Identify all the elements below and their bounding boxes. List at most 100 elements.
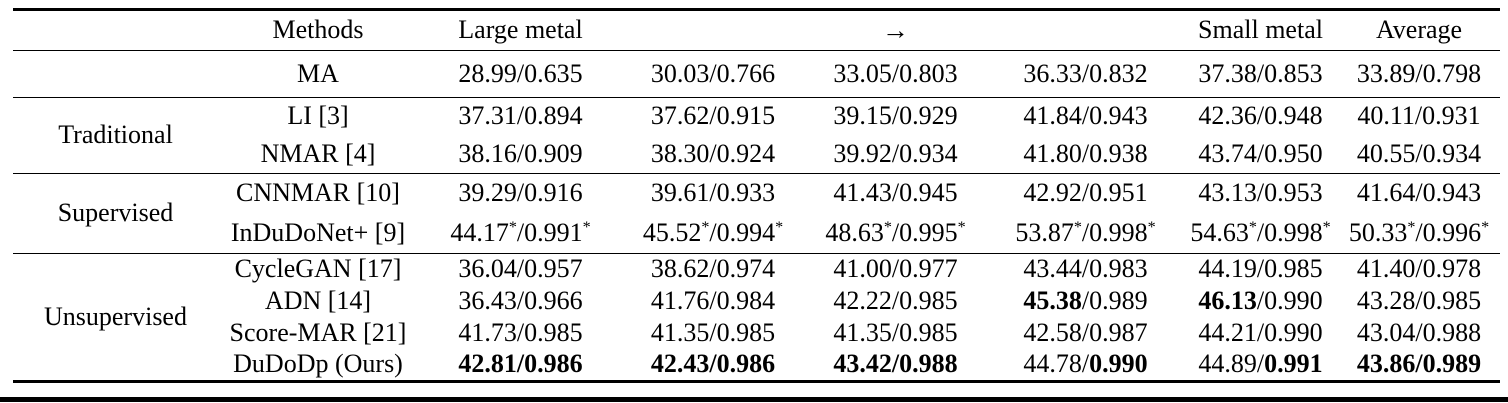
value-cell: 40.11/0.931 [1338, 98, 1500, 136]
ssim-value: 0.994* [716, 217, 784, 247]
psnr-value: 41.64 [1356, 178, 1416, 208]
method-cell: CNNMAR [10] [236, 178, 400, 208]
value-separator: / [891, 349, 900, 379]
value-cell: 33.05/0.803 [803, 51, 988, 98]
value-cell: 37.62/0.915 [623, 98, 803, 136]
value-separator: / [891, 318, 900, 348]
psnr-value: 43.42 [833, 349, 892, 379]
ssim-value: 0.948 [1264, 101, 1323, 131]
header-blank-1 [623, 10, 803, 51]
ssim-value: 0.978 [1422, 254, 1482, 284]
section-traditional: Traditional LI [3] 37.31/0.894 37.62/0.915 3… [13, 97, 1500, 174]
psnr-value: 41.73 [458, 318, 517, 348]
value-cell: 40.55/0.934 [1338, 136, 1500, 174]
category-cell: Supervised [57, 198, 174, 228]
psnr-value: 43.28 [1356, 286, 1416, 316]
value-cell: 36.04/0.957 [418, 254, 623, 286]
results-table: Methods Large metal → Small metal Averag… [13, 8, 1500, 383]
ssim-value: 0.931 [1422, 101, 1481, 131]
value-separator: / [709, 101, 717, 131]
value-separator: / [1081, 178, 1090, 208]
value-cell: 41.84/0.943 [988, 98, 1183, 136]
ssim-value: 0.977 [899, 254, 958, 284]
method-cell: NMAR [4] [260, 138, 376, 168]
value-separator: / [1081, 138, 1090, 168]
value-separator: / [1415, 254, 1423, 284]
psnr-value: 40.11 [1357, 101, 1415, 131]
value-separator: / [1415, 138, 1423, 168]
ssim-value: 0.998* [1264, 217, 1331, 247]
ssim-value: 0.985 [899, 318, 958, 348]
psnr-value: 40.55 [1356, 138, 1416, 168]
value-cell: 28.99/0.635 [418, 51, 623, 98]
psnr-value: 33.89 [1356, 58, 1416, 88]
value-separator: / [516, 349, 525, 379]
value-cell: 41.80/0.938 [988, 136, 1183, 174]
ssim-value: 0.985 [716, 318, 776, 348]
value-cell: 41.35/0.985 [803, 318, 988, 350]
value-cell: 46.13/0.990 [1183, 286, 1338, 318]
value-cell: 41.35/0.985 [623, 318, 803, 350]
ssim-value: 0.929 [899, 101, 958, 131]
header-metal-size-arrow: → [803, 10, 988, 51]
value-separator: / [516, 217, 525, 247]
psnr-value: 43.04 [1356, 318, 1416, 348]
table-row: ADN [14] 36.43/0.966 41.76/0.984 42.22/0.98… [13, 286, 1500, 318]
ssim-value: 0.909 [524, 138, 583, 168]
value-separator: / [891, 217, 900, 247]
psnr-value: 53.87* [1015, 217, 1082, 247]
value-separator: / [1256, 138, 1265, 168]
value-separator: / [1256, 254, 1265, 284]
value-separator: / [1081, 217, 1090, 247]
value-separator: / [1256, 101, 1265, 131]
header-row: Methods Large metal → Small metal Averag… [13, 10, 1500, 51]
psnr-value: 50.33* [1348, 217, 1416, 247]
ssim-value: 0.996* [1422, 217, 1490, 247]
psnr-value: 54.63* [1190, 217, 1257, 247]
value-separator: / [891, 138, 900, 168]
psnr-value: 45.52* [642, 217, 710, 247]
psnr-value: 44.21 [1198, 318, 1257, 348]
table-row: Unsupervised CycleGAN [17] 36.04/0.957 38.6… [13, 254, 1500, 331]
method-cell: ADN [14] [264, 286, 372, 316]
ssim-value: 0.934 [1422, 138, 1482, 168]
ssim-value: 0.986 [716, 349, 776, 379]
value-cell: 43.42/0.988 [803, 350, 988, 382]
value-cell: 30.03/0.766 [623, 51, 803, 98]
psnr-value: 36.04 [458, 254, 517, 284]
psnr-value: 43.86 [1356, 349, 1416, 379]
value-cell: 45.52*/0.994* [623, 214, 803, 254]
psnr-value: 33.05 [833, 58, 892, 88]
value-cell: 41.76/0.984 [623, 286, 803, 318]
value-cell: 50.33*/0.996* [1338, 214, 1500, 254]
psnr-value: 44.17* [450, 217, 517, 247]
psnr-value: 39.61 [650, 178, 710, 208]
ssim-value: 0.853 [1264, 58, 1323, 88]
psnr-value: 42.43 [650, 349, 710, 379]
ssim-value: 0.990 [1264, 286, 1323, 316]
psnr-value: 41.84 [1023, 101, 1082, 131]
value-cell: 44.19/0.985 [1183, 254, 1338, 286]
asterisk-superscript: * [883, 219, 892, 237]
psnr-value: 39.15 [833, 101, 892, 131]
psnr-value: 44.19 [1198, 254, 1257, 284]
value-separator: / [516, 58, 525, 88]
value-separator: / [1415, 349, 1423, 379]
table-row: DuDoDp (Ours) 42.81/0.986 42.43/0.986 43.42… [13, 350, 1500, 382]
ssim-value: 0.934 [899, 138, 958, 168]
value-separator: / [516, 318, 525, 348]
psnr-value: 41.00 [833, 254, 892, 284]
value-separator: / [709, 217, 717, 247]
ssim-value: 0.990 [1264, 318, 1323, 348]
psnr-value: 43.13 [1198, 178, 1257, 208]
value-cell: 38.62/0.974 [623, 254, 803, 286]
value-cell: 43.13/0.953 [1183, 174, 1338, 214]
value-separator: / [1414, 101, 1423, 131]
value-cell: 41.40/0.978 [1338, 254, 1500, 286]
value-separator: / [1081, 286, 1090, 316]
value-cell: 38.16/0.909 [418, 136, 623, 174]
value-cell: 53.87*/0.998* [988, 214, 1183, 254]
ssim-value: 0.966 [524, 286, 583, 316]
psnr-value: 42.81 [458, 349, 517, 379]
value-cell: 36.33/0.832 [988, 51, 1183, 98]
